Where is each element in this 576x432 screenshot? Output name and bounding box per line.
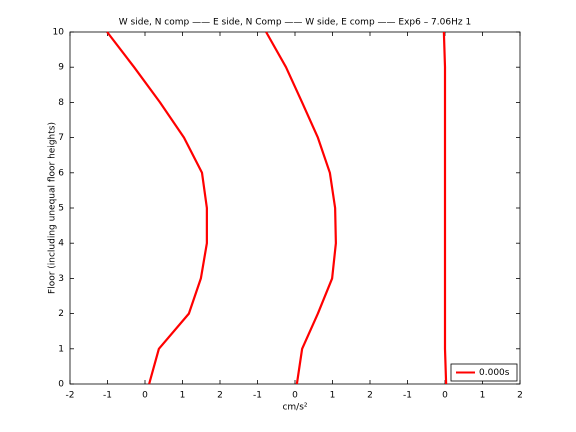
y-tick-label: 0 <box>58 380 64 390</box>
data-line <box>106 31 448 385</box>
x-tick-label: -2 <box>66 391 75 401</box>
y-tick-label: 9 <box>58 63 64 73</box>
x-tick-label: 2 <box>217 391 223 401</box>
x-tick-label: -1 <box>403 391 412 401</box>
y-axis-label: Floor (including unequal floor heights) <box>48 122 58 294</box>
x-tick-label: 0 <box>292 391 298 401</box>
x-tick-label: 0 <box>442 391 448 401</box>
x-tick-label: 1 <box>330 391 336 401</box>
y-tick-label: 5 <box>58 204 64 214</box>
x-tick-label: 1 <box>180 391 186 401</box>
y-tick-label: 4 <box>58 239 64 249</box>
x-tick-label: 2 <box>367 391 373 401</box>
chart-title: W side, N comp —— E side, N Comp —— W si… <box>119 18 471 28</box>
x-tick-label: 0 <box>142 391 148 401</box>
x-tick-label: 1 <box>480 391 486 401</box>
y-tick-label: 8 <box>58 98 64 108</box>
y-tick-label: 7 <box>58 133 64 143</box>
y-tick-label: 3 <box>58 274 64 284</box>
y-tick-label: 6 <box>58 168 64 178</box>
legend-label: 0.000s <box>479 368 510 378</box>
y-tick-label: 1 <box>58 344 64 354</box>
x-axis-label: cm/s² <box>282 403 307 413</box>
y-tick-label: 2 <box>58 309 64 319</box>
x-tick-label: 2 <box>517 391 523 401</box>
legend-box <box>450 363 518 382</box>
x-tick-label: -1 <box>103 391 112 401</box>
x-tick-label: -1 <box>253 391 262 401</box>
y-tick-label: 10 <box>53 28 65 38</box>
